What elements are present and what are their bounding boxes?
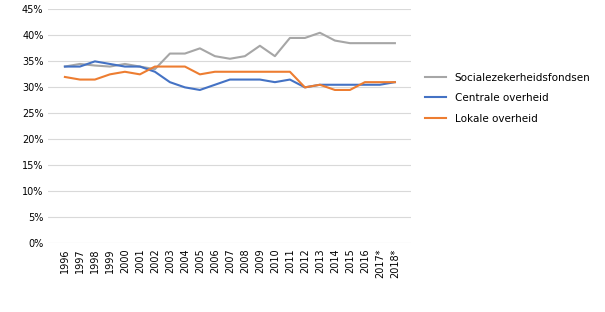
- Centrale overheid: [376, 83, 384, 87]
- Centrale overheid: [211, 83, 218, 87]
- Centrale overheid: [76, 65, 83, 68]
- Line: Centrale overheid: Centrale overheid: [65, 61, 395, 90]
- Centrale overheid: [61, 65, 68, 68]
- Socialezekerheidsfondsen: [182, 52, 189, 56]
- Socialezekerheidsfondsen: [332, 39, 339, 42]
- Socialezekerheidsfondsen: [286, 36, 293, 40]
- Socialezekerheidsfondsen: [376, 41, 384, 45]
- Lokale overheid: [196, 72, 203, 76]
- Lokale overheid: [316, 83, 324, 87]
- Line: Socialezekerheidsfondsen: Socialezekerheidsfondsen: [65, 33, 395, 69]
- Socialezekerheidsfondsen: [241, 54, 249, 58]
- Lokale overheid: [346, 88, 353, 92]
- Line: Lokale overheid: Lokale overheid: [65, 66, 395, 90]
- Socialezekerheidsfondsen: [166, 52, 174, 56]
- Centrale overheid: [301, 85, 309, 89]
- Lokale overheid: [91, 78, 99, 81]
- Socialezekerheidsfondsen: [316, 31, 324, 35]
- Lokale overheid: [211, 70, 218, 74]
- Centrale overheid: [166, 80, 174, 84]
- Socialezekerheidsfondsen: [121, 62, 128, 66]
- Legend: Socialezekerheidsfondsen, Centrale overheid, Lokale overheid: Socialezekerheidsfondsen, Centrale overh…: [420, 68, 595, 129]
- Socialezekerheidsfondsen: [301, 36, 309, 40]
- Lokale overheid: [76, 78, 83, 81]
- Centrale overheid: [286, 78, 293, 81]
- Centrale overheid: [196, 88, 203, 92]
- Centrale overheid: [151, 70, 159, 74]
- Socialezekerheidsfondsen: [226, 57, 234, 61]
- Socialezekerheidsfondsen: [361, 41, 368, 45]
- Centrale overheid: [121, 65, 128, 68]
- Centrale overheid: [346, 83, 353, 87]
- Lokale overheid: [257, 70, 264, 74]
- Lokale overheid: [182, 65, 189, 68]
- Lokale overheid: [286, 70, 293, 74]
- Centrale overheid: [361, 83, 368, 87]
- Socialezekerheidsfondsen: [61, 65, 68, 68]
- Socialezekerheidsfondsen: [211, 54, 218, 58]
- Lokale overheid: [151, 65, 159, 68]
- Lokale overheid: [271, 70, 278, 74]
- Centrale overheid: [391, 80, 399, 84]
- Lokale overheid: [391, 80, 399, 84]
- Centrale overheid: [316, 83, 324, 87]
- Socialezekerheidsfondsen: [271, 54, 278, 58]
- Centrale overheid: [257, 78, 264, 81]
- Socialezekerheidsfondsen: [106, 65, 114, 68]
- Socialezekerheidsfondsen: [391, 41, 399, 45]
- Lokale overheid: [376, 80, 384, 84]
- Centrale overheid: [332, 83, 339, 87]
- Centrale overheid: [182, 85, 189, 89]
- Socialezekerheidsfondsen: [196, 46, 203, 50]
- Lokale overheid: [166, 65, 174, 68]
- Socialezekerheidsfondsen: [76, 62, 83, 66]
- Centrale overheid: [226, 78, 234, 81]
- Centrale overheid: [106, 62, 114, 66]
- Lokale overheid: [106, 72, 114, 76]
- Lokale overheid: [301, 85, 309, 89]
- Lokale overheid: [61, 75, 68, 79]
- Lokale overheid: [226, 70, 234, 74]
- Socialezekerheidsfondsen: [136, 65, 143, 68]
- Lokale overheid: [332, 88, 339, 92]
- Centrale overheid: [136, 65, 143, 68]
- Socialezekerheidsfondsen: [257, 44, 264, 48]
- Centrale overheid: [91, 60, 99, 63]
- Centrale overheid: [271, 80, 278, 84]
- Lokale overheid: [241, 70, 249, 74]
- Centrale overheid: [241, 78, 249, 81]
- Lokale overheid: [361, 80, 368, 84]
- Socialezekerheidsfondsen: [91, 64, 99, 67]
- Lokale overheid: [136, 72, 143, 76]
- Lokale overheid: [121, 70, 128, 74]
- Socialezekerheidsfondsen: [346, 41, 353, 45]
- Socialezekerheidsfondsen: [151, 67, 159, 71]
